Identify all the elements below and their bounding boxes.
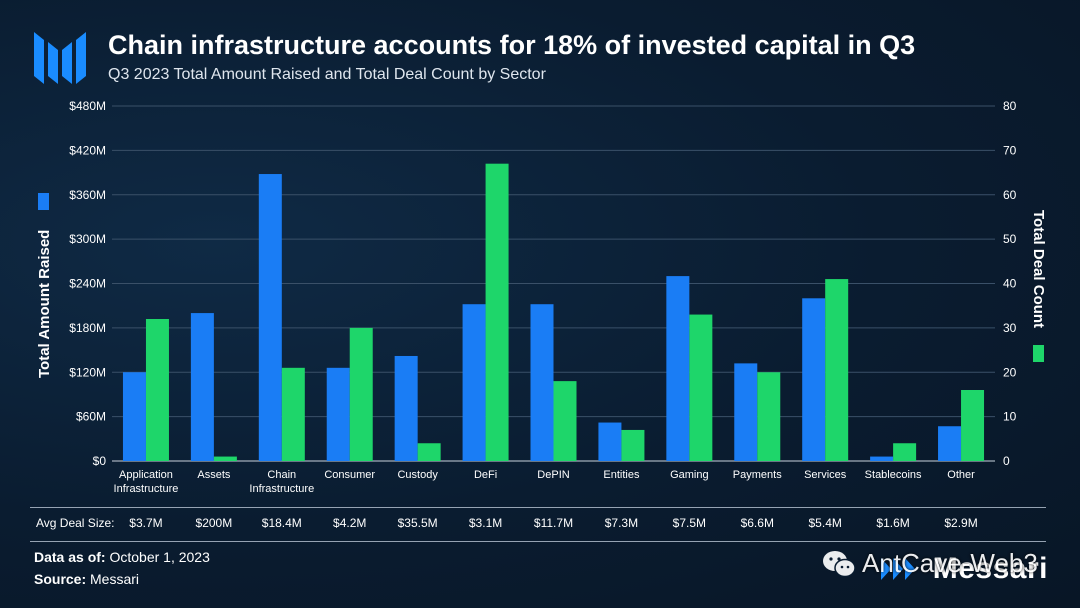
bar-deal-count: [145, 319, 169, 461]
bar-amount-raised: [462, 304, 486, 461]
bar-amount-raised: [326, 367, 350, 461]
y-left-tick-label: $60M: [76, 410, 106, 424]
source-label: Source:: [34, 571, 87, 587]
y-left-tick-label: $360M: [69, 188, 106, 202]
x-category-label: Consumer: [324, 469, 375, 481]
bar-deal-count: [485, 163, 509, 461]
avg-deal-size-label: Avg Deal Size:: [36, 516, 115, 530]
avg-deal-size-value: $7.3M: [604, 516, 639, 530]
messari-mark-icon: [880, 558, 915, 580]
y-right-tick-label: 40: [1003, 277, 1017, 291]
chart-title: Chain infrastructure accounts for 18% of…: [108, 30, 916, 60]
y-right-tick-label: 0: [1003, 454, 1010, 468]
bar-amount-raised: [530, 304, 554, 461]
y-left-tick-label: $480M: [69, 99, 106, 113]
bar-amount-raised: [802, 298, 826, 461]
y-right-tick-label: 70: [1003, 143, 1017, 157]
bar-deal-count: [553, 381, 577, 461]
y-right-tick-label: 80: [1003, 99, 1017, 113]
x-category-label: Stablecoins: [865, 469, 922, 481]
bar-deal-count: [689, 314, 713, 461]
chart-subtitle: Q3 2023 Total Amount Raised and Total De…: [108, 66, 546, 83]
bottom-divider: [30, 541, 1046, 542]
y-right-axis-title: Total Deal Count: [1030, 210, 1047, 328]
bar-deal-count: [349, 327, 373, 461]
brand-name: Messari: [932, 552, 1048, 585]
bar-deal-count: [621, 429, 645, 461]
data-as-of-value: October 1, 2023: [109, 549, 210, 565]
top-divider: [30, 507, 1046, 508]
x-category-label: Chain: [267, 469, 296, 481]
messari-logo: [34, 32, 86, 84]
x-category-label: Gaming: [670, 469, 709, 481]
avg-deal-size-value: $6.6M: [740, 516, 774, 530]
avg-deal-size-value: $4.2M: [333, 516, 367, 530]
y-left-tick-label: $300M: [69, 232, 106, 246]
bar-amount-raised: [666, 276, 690, 461]
x-category-label: Services: [804, 469, 847, 481]
x-category-label: Assets: [197, 469, 231, 481]
x-category-label: Application: [119, 469, 173, 481]
avg-deal-size-value: $11.7M: [533, 516, 574, 530]
avg-deal-size-value: $5.4M: [808, 516, 842, 530]
avg-deal-size-row: Avg Deal Size: $3.7M $200M $18.4M $4.2M $35.…: [0, 510, 1080, 536]
bar-deal-count: [757, 372, 781, 461]
data-as-of: Data as of: October 1, 2023: [34, 549, 210, 565]
legend-swatch-deals: [1033, 345, 1044, 362]
avg-deal-size-value: $35.5M: [397, 516, 438, 530]
y-left-tick-label: $240M: [69, 277, 106, 291]
y-right-tick-label: 10: [1003, 410, 1017, 424]
x-category-label: DePIN: [537, 469, 569, 481]
y-right-tick-label: 60: [1003, 188, 1017, 202]
legend-swatch-amount: [38, 193, 49, 210]
x-category-label: DeFi: [474, 469, 497, 481]
bar-amount-raised: [734, 363, 758, 461]
avg-deal-size-value: $3.7M: [129, 516, 163, 530]
y-left-tick-label: $180M: [69, 321, 106, 335]
bar-deal-count: [961, 390, 985, 461]
x-category-label: Custody: [397, 469, 438, 481]
x-category-label: Infrastructure: [249, 483, 314, 495]
source: Source: Messari: [34, 571, 139, 587]
bar-amount-raised: [258, 174, 282, 461]
bar-deal-count: [825, 279, 849, 461]
bar-amount-raised: [598, 422, 622, 461]
bar-deal-count: [213, 456, 237, 461]
watermark-text: AntCave-Web3: [862, 548, 1038, 578]
bar-deal-count: [893, 443, 917, 461]
bar-amount-raised: [190, 313, 214, 461]
brand-logo: Messari: [880, 552, 1048, 586]
watermark: AntCave-Web3: [822, 548, 1038, 579]
x-category-label: Other: [947, 469, 975, 481]
y-left-axis-title: Total Amount Raised: [36, 230, 53, 378]
bar-amount-raised: [394, 355, 418, 461]
source-value: Messari: [90, 571, 140, 587]
chart-area: $0 $60M $120M $180M $240M $300M $360M $420M $480…: [36, 99, 1047, 495]
bar-amount-raised: [122, 372, 146, 461]
avg-deal-size-value: $18.4M: [261, 516, 302, 530]
bar-amount-raised: [938, 426, 962, 461]
bar-deal-count: [417, 443, 441, 461]
x-category-label: Infrastructure: [114, 483, 179, 495]
bar-deal-count: [281, 367, 305, 461]
data-as-of-label: Data as of:: [34, 549, 106, 565]
y-right-tick-label: 20: [1003, 365, 1017, 379]
wechat-icon: [823, 550, 856, 577]
avg-deal-size-value: $2.9M: [944, 516, 978, 530]
y-left-tick-label: $120M: [69, 365, 106, 379]
avg-deal-size-value: $200M: [195, 516, 233, 530]
bar-amount-raised: [870, 456, 894, 461]
avg-deal-size-value: $7.5M: [672, 516, 707, 530]
y-right-tick-label: 30: [1003, 321, 1017, 335]
avg-deal-size-value: $1.6M: [876, 516, 910, 530]
x-category-label: Entities: [603, 469, 640, 481]
y-left-tick-label: $420M: [69, 143, 106, 157]
y-left-tick-label: $0: [93, 454, 107, 468]
y-right-tick-label: 50: [1003, 232, 1017, 246]
avg-deal-size-value: $3.1M: [468, 516, 503, 530]
x-category-label: Payments: [733, 469, 782, 481]
